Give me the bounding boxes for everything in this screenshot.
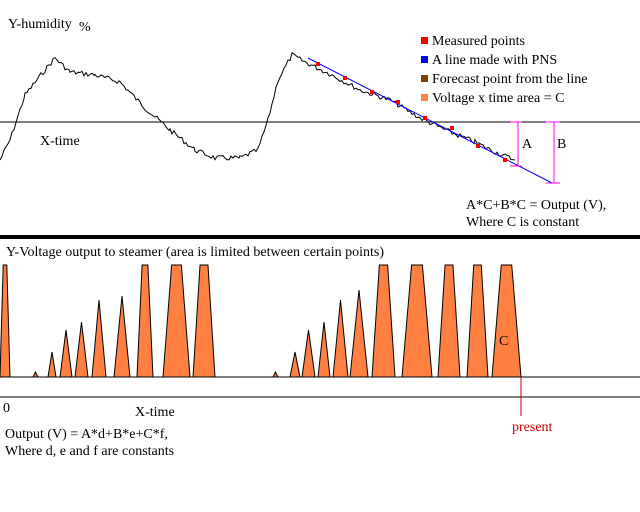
marker-a-label: A [522,137,533,152]
measured-point [370,90,374,94]
voltage-spike [491,264,522,378]
voltage-spike [32,370,39,378]
y-axis-label: Y-humidity [8,17,72,32]
voltage-panel: Y-Voltage output to steamer (area is lim… [0,245,640,459]
voltage-spike [0,264,11,378]
bottom-formula-line2: Where d, e and f are constants [5,444,174,459]
pns-line [307,57,553,184]
voltage-spike [272,370,279,378]
measured-points [316,62,507,162]
voltage-spike [136,264,154,378]
voltage-spikes [0,264,522,378]
voltage-spike [162,264,191,378]
top-formula-line1: A*C+B*C = Output (V), [466,198,606,213]
voltage-spike [301,329,316,378]
voltage-spike [371,264,396,378]
voltage-spike [192,264,216,378]
measured-point [343,76,347,80]
humidity-panel: Y-humidity % X-time A B Measured points … [0,17,640,230]
legend-label-measured: Measured points [432,34,525,49]
measured-point [476,144,480,148]
legend-label-area: Voltage x time area = C [432,91,564,106]
humidity-curve [0,52,516,161]
voltage-spike [91,299,107,378]
voltage-spike [317,321,331,378]
voltage-spike [437,264,461,378]
legend-label-forecast: Forecast point from the line [432,72,588,87]
voltage-spike [466,264,489,378]
voltage-spike [59,329,73,378]
voltage-spike [74,321,89,378]
marker-a: A [510,121,533,167]
measured-point [503,158,507,162]
measured-point [450,126,454,130]
legend-swatch-area [421,94,428,101]
legend: Measured points A line made with PNS For… [421,34,588,106]
legend-swatch-measured [421,37,428,44]
bottom-formula-line1: Output (V) = A*d+B*e+C*f, [5,427,168,442]
legend-swatch-forecast [421,75,428,82]
voltage-spike [289,351,301,378]
measured-point [396,100,400,104]
legend-label-pns: A line made with PNS [432,53,557,68]
measured-point [316,62,320,66]
voltage-spike [401,264,433,378]
area-c-label: C [499,334,508,349]
voltage-spike [113,295,131,378]
voltage-spike [47,351,57,378]
measured-point [423,116,427,120]
x-axis-label: X-time [40,134,80,149]
voltage-spike [332,299,349,378]
y-axis-unit: % [79,20,91,35]
zero-label: 0 [3,401,10,416]
present-label: present [512,420,553,435]
top-formula-line2: Where C is constant [466,215,579,230]
voltage-x-axis-label: X-time [135,405,175,420]
voltage-spike [349,289,369,378]
legend-swatch-pns [421,56,428,63]
voltage-title: Y-Voltage output to steamer (area is lim… [6,245,384,260]
marker-b: B [546,121,566,184]
panel-divider [0,235,640,239]
marker-b-label: B [557,137,566,152]
